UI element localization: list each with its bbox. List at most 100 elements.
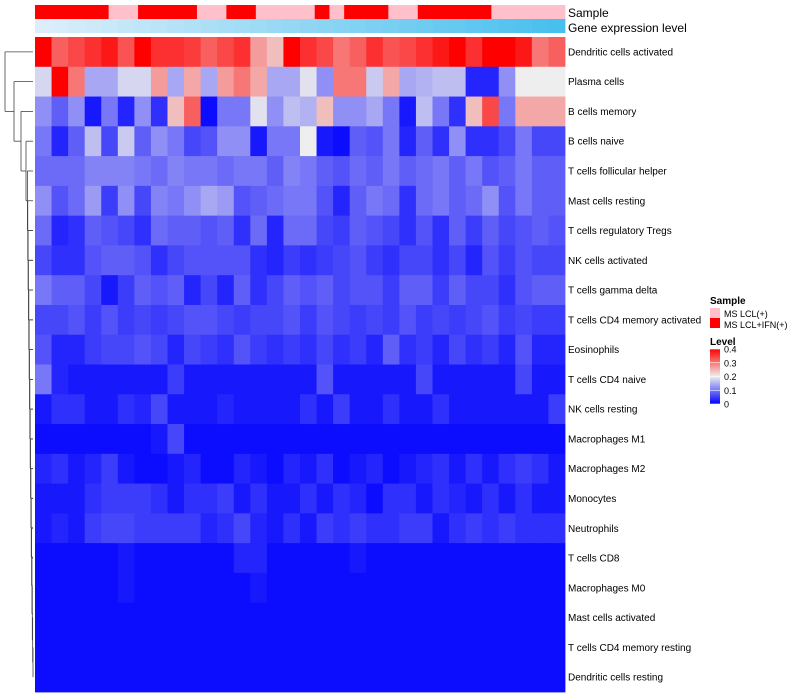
sample-annotation-cell	[314, 5, 330, 19]
sample-annotation-cell	[520, 5, 536, 19]
heatmap-cell	[316, 215, 334, 246]
heatmap-cell	[531, 453, 549, 484]
heatmap-cell	[399, 37, 417, 68]
heatmap-cell	[316, 424, 334, 455]
heatmap-cell	[233, 126, 251, 157]
heatmap-cell	[233, 66, 251, 97]
heatmap-cell	[498, 543, 516, 574]
heatmap-cell	[117, 37, 135, 68]
heatmap-cell	[482, 513, 500, 544]
heatmap-cell	[515, 364, 533, 395]
heatmap-cell	[200, 513, 218, 544]
heatmap-cell	[200, 662, 218, 693]
heatmap-cell	[35, 156, 52, 187]
heatmap-cell	[35, 37, 52, 68]
heatmap-cell	[117, 572, 135, 604]
gene-expression-annotation-cell	[68, 19, 86, 33]
heatmap-cell	[233, 304, 251, 336]
heatmap-cell	[167, 37, 185, 68]
heatmap-cell	[117, 156, 135, 187]
heatmap-cell	[449, 572, 467, 604]
heatmap-cell	[266, 513, 284, 544]
heatmap-cell	[150, 245, 168, 276]
heatmap-cell	[548, 364, 566, 395]
row-label: Eosinophils	[568, 345, 619, 356]
heatmap-cell	[333, 215, 351, 246]
heatmap-cell	[316, 572, 334, 604]
heatmap-cell	[167, 513, 185, 544]
row-label: Plasma cells	[568, 77, 624, 88]
gene-expression-annotation-label: Gene expression level	[568, 21, 687, 35]
heatmap-cell	[333, 304, 351, 336]
heatmap-cell	[316, 185, 334, 217]
heatmap-cell	[167, 364, 185, 395]
heatmap-cell	[167, 483, 185, 514]
heatmap-cell	[432, 304, 450, 336]
heatmap-cell	[415, 334, 433, 365]
heatmap-cell	[498, 156, 516, 187]
gene-expression-annotation-cell	[250, 19, 268, 33]
row-label: Dendritic cells resting	[568, 673, 663, 684]
heatmap-cell	[515, 66, 533, 97]
heatmap-cell	[349, 334, 367, 365]
heatmap-cell	[150, 156, 168, 187]
heatmap-cell	[399, 602, 417, 633]
gene-expression-annotation-cell	[482, 19, 500, 33]
heatmap-cell	[415, 215, 433, 246]
heatmap-cell	[316, 453, 334, 484]
heatmap-cell	[217, 275, 235, 306]
heatmap-cell	[51, 96, 69, 127]
heatmap-cell	[250, 394, 268, 425]
heatmap-cell	[531, 364, 549, 395]
gene-expression-annotation-cell	[117, 19, 135, 33]
heatmap-cell	[68, 394, 86, 425]
heatmap-cell	[35, 513, 52, 544]
heatmap-cell	[449, 662, 467, 693]
heatmap-cell	[84, 66, 102, 97]
heatmap-cell	[233, 572, 251, 604]
heatmap-cell	[84, 602, 102, 633]
heatmap-cell	[200, 215, 218, 246]
heatmap-cell	[382, 245, 400, 276]
heatmap-cell	[316, 126, 334, 157]
heatmap-cell	[548, 245, 566, 276]
heatmap-cell	[399, 96, 417, 127]
heatmap-cell	[35, 364, 52, 395]
heatmap-cell	[482, 483, 500, 514]
heatmap-cell	[548, 424, 566, 455]
sample-annotation-cell	[447, 5, 463, 19]
heatmap-cell	[51, 483, 69, 514]
heatmap-cell	[84, 185, 102, 217]
heatmap-cell	[449, 602, 467, 633]
heatmap-cell	[35, 632, 52, 663]
heatmap-cell	[51, 37, 69, 68]
heatmap-cell	[515, 483, 533, 514]
heatmap-cell	[531, 275, 549, 306]
heatmap-cell	[300, 37, 317, 68]
row-label: Mast cells resting	[568, 196, 645, 207]
heatmap-cell	[531, 156, 549, 187]
heatmap-cell	[349, 304, 367, 336]
heatmap-cell	[382, 275, 400, 306]
level-legend: Level 0.4 0.3 0.2 0.1 0	[710, 337, 737, 410]
heatmap-cell	[184, 245, 202, 276]
heatmap-cell	[333, 364, 351, 395]
heatmap-cell	[250, 364, 268, 395]
sample-annotation-cell	[329, 5, 345, 19]
heatmap-cell	[399, 156, 417, 187]
heatmap-cell	[233, 245, 251, 276]
heatmap-cell	[167, 602, 185, 633]
heatmap-cell	[482, 156, 500, 187]
heatmap-cell	[167, 215, 185, 246]
heatmap-cell	[283, 483, 301, 514]
heatmap-cell	[117, 245, 135, 276]
heatmap-cell	[432, 245, 450, 276]
heatmap-cell	[233, 185, 251, 217]
heatmap-cell	[366, 334, 384, 365]
heatmap-cell	[449, 453, 467, 484]
heatmap-cell	[399, 245, 417, 276]
heatmap-cell	[167, 394, 185, 425]
sample-legend-label-ms-lcl: MS LCL(+)	[724, 309, 768, 319]
heatmap-cell	[432, 334, 450, 365]
heatmap-cell	[382, 185, 400, 217]
